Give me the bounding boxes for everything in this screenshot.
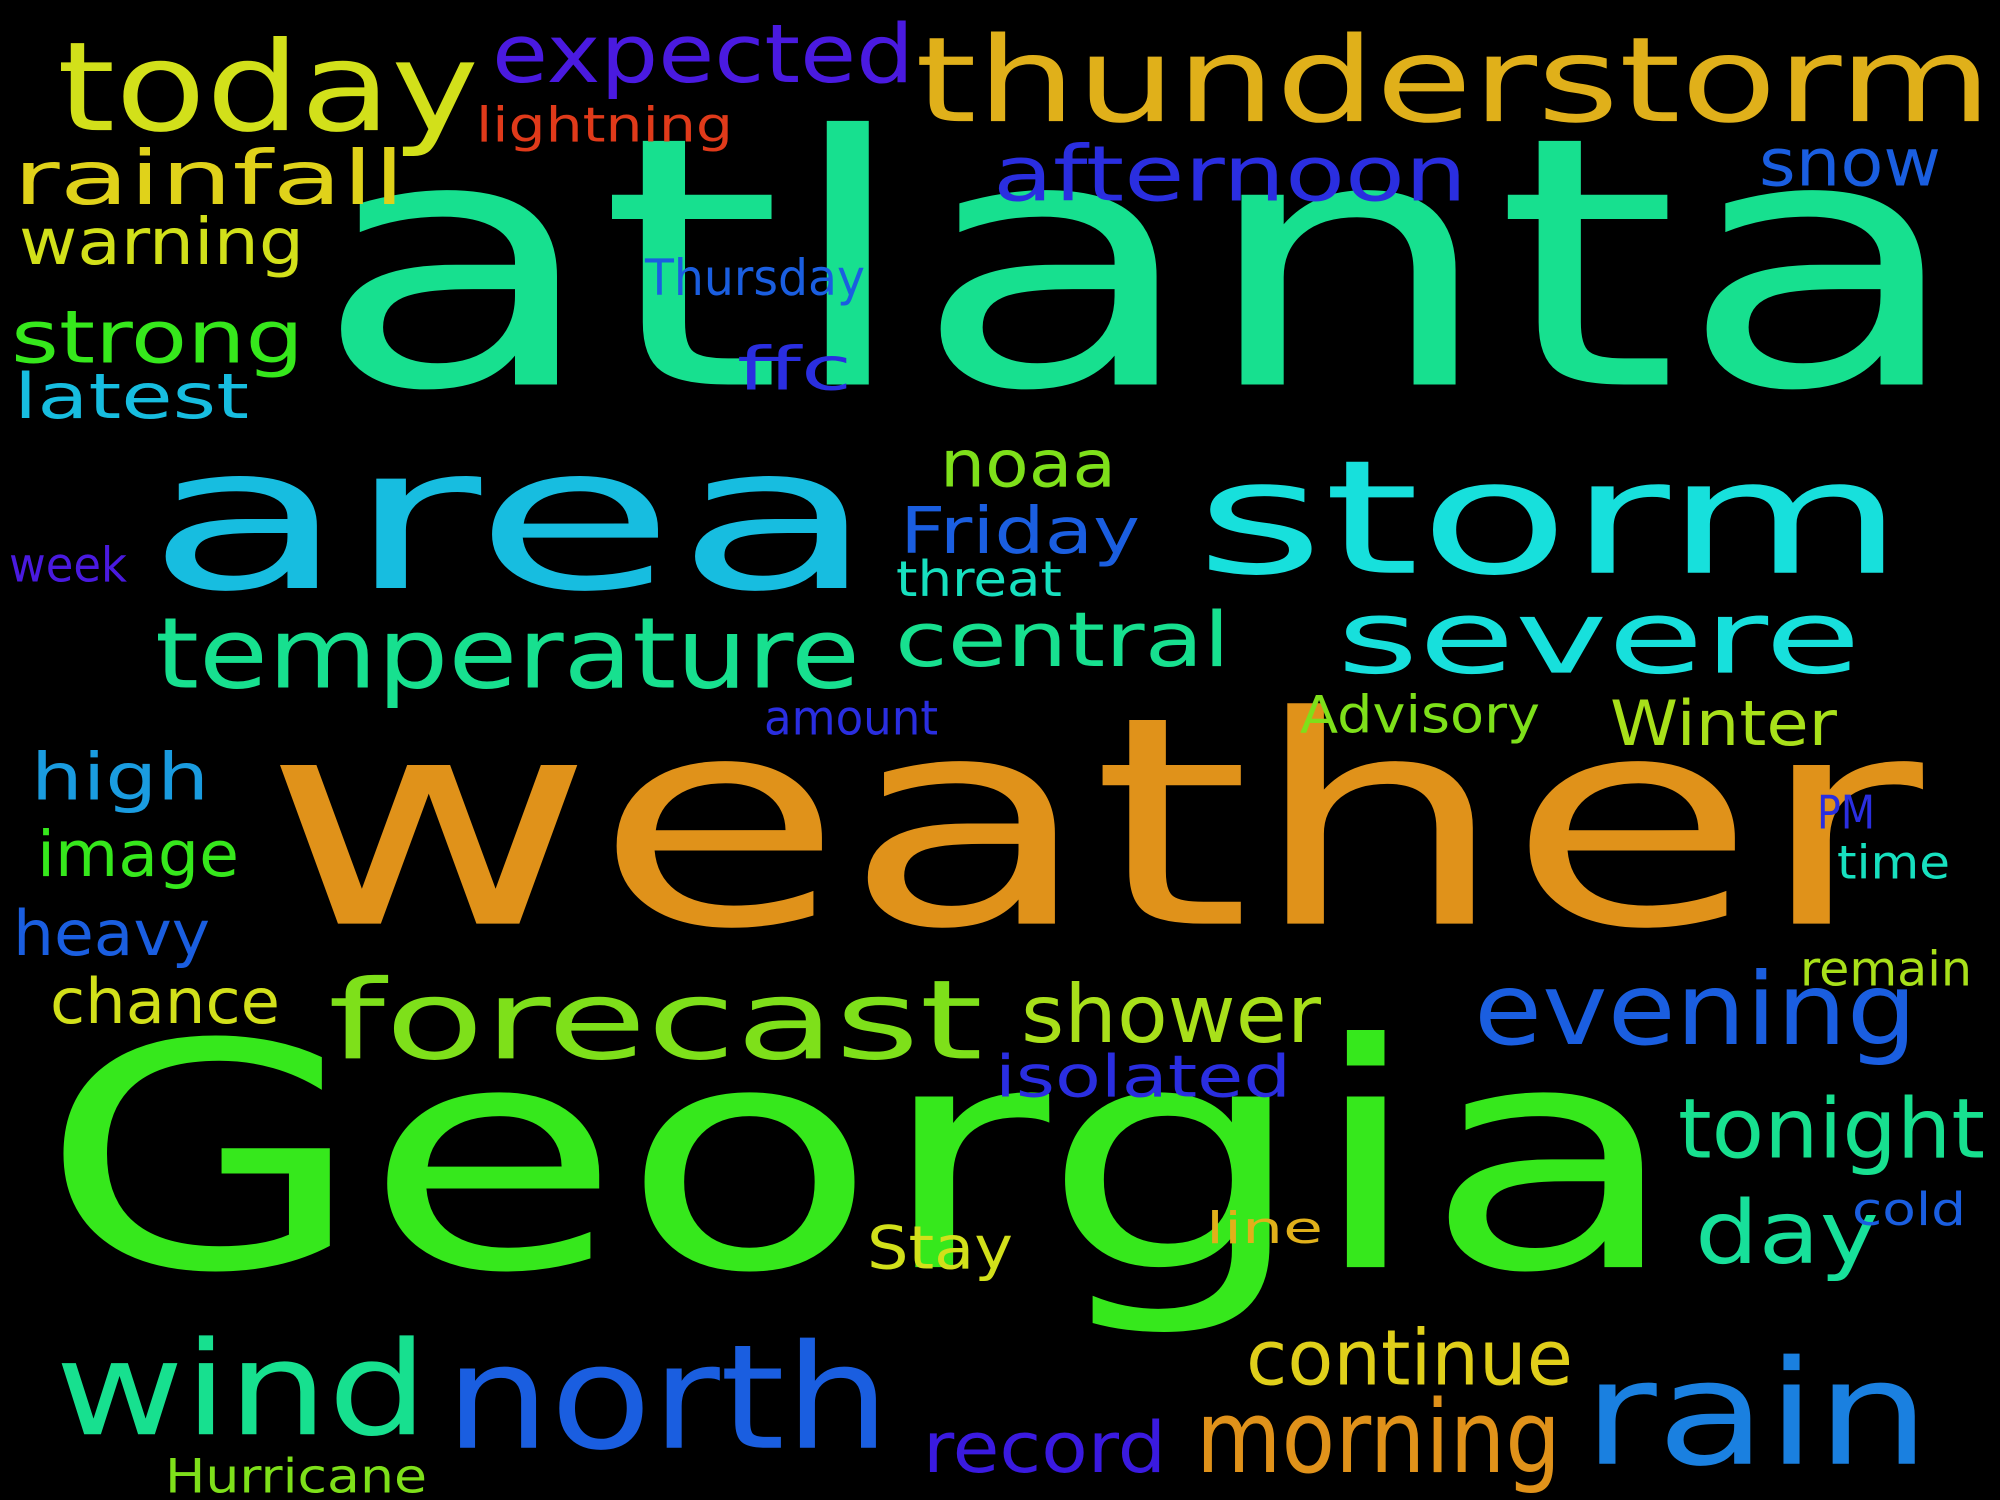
word-high: high <box>31 739 210 816</box>
word-winter: Winter <box>1610 687 1837 760</box>
word-temperature: temperature <box>155 596 861 711</box>
word-continue: continue <box>1246 1313 1573 1404</box>
word-isolated: isolated <box>995 1042 1291 1111</box>
word-area: area <box>146 402 876 636</box>
word-cold: cold <box>1852 1182 1966 1236</box>
word-pm: PM <box>1817 785 1876 840</box>
word-thunderstorm: thunderstorm <box>915 11 1992 150</box>
word-week: week <box>9 536 128 593</box>
word-latest: latest <box>14 360 250 433</box>
word-warning: warning <box>19 204 305 280</box>
word-advisory: Advisory <box>1300 684 1541 746</box>
word-georgia: Georgia <box>40 976 1681 1342</box>
word-rain: rain <box>1583 1328 1930 1499</box>
word-friday: Friday <box>900 493 1141 569</box>
word-rainfall: rainfall <box>13 134 405 222</box>
word-threat: threat <box>896 550 1062 608</box>
word-image: image <box>37 817 239 892</box>
word-stay: Stay <box>867 1212 1014 1283</box>
word-thursday: Thursday <box>645 248 865 307</box>
word-record: record <box>923 1406 1166 1489</box>
word-storm: storm <box>1196 425 1905 611</box>
word-ffc: ffc <box>737 333 852 404</box>
word-today: today <box>57 14 479 160</box>
word-time: time <box>1837 835 1950 890</box>
word-forecast: forecast <box>328 956 984 1085</box>
word-strong: strong <box>11 294 304 380</box>
word-lightning: lightning <box>476 96 733 153</box>
word-snow: snow <box>1759 124 1942 202</box>
word-hurricane: Hurricane <box>165 1448 428 1500</box>
word-line: line <box>1206 1202 1323 1254</box>
word-expected: expected <box>492 6 915 102</box>
word-tonight: tonight <box>1678 1080 1985 1178</box>
word-chance: chance <box>50 965 280 1038</box>
word-noaa: noaa <box>940 426 1117 503</box>
word-central: central <box>895 595 1230 685</box>
word-severe: severe <box>1337 577 1862 698</box>
word-weather: weather <box>263 653 1924 994</box>
word-morning: morning <box>1196 1377 1562 1497</box>
word-afternoon: afternoon <box>993 129 1468 220</box>
word-shower: shower <box>1021 967 1321 1062</box>
word-wind: wind <box>55 1313 429 1466</box>
word-heavy: heavy <box>13 897 211 970</box>
word-remain: remain <box>1800 940 1972 997</box>
word-amount: amount <box>764 689 939 746</box>
word-day: day <box>1695 1182 1879 1284</box>
word-evening: evening <box>1474 951 1917 1068</box>
word-atlanta: atlanta <box>313 61 1965 468</box>
word-north: north <box>445 1312 890 1483</box>
